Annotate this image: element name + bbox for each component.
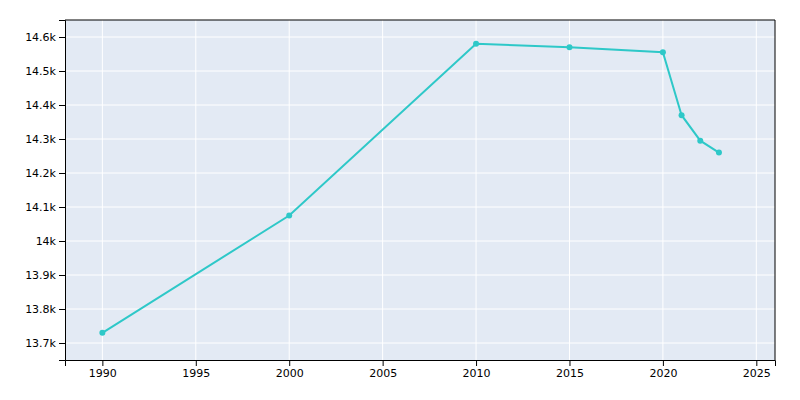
grid-line-y xyxy=(65,241,775,242)
x-tick-mark xyxy=(102,360,103,366)
point xyxy=(716,150,722,156)
x-tick-label: 2025 xyxy=(743,367,771,380)
x-tick: 1990 xyxy=(89,360,117,380)
y-tick-mark xyxy=(59,343,65,344)
x-tick-label: 1990 xyxy=(89,367,117,380)
x-tick: 2005 xyxy=(369,360,397,380)
x-tick-label: 1995 xyxy=(182,367,210,380)
frame-right xyxy=(775,20,776,360)
grid xyxy=(65,20,775,360)
y-tick: 14.5k xyxy=(25,65,65,78)
marks xyxy=(99,41,722,336)
y-tick: 13.9k xyxy=(25,269,65,282)
plot: 1990199520002005201020152020202513.7k13.… xyxy=(25,20,775,380)
point xyxy=(473,41,479,47)
point xyxy=(679,112,685,118)
y-tick: 14.6k xyxy=(25,31,65,44)
x-axis: 1990 1995 2000 2005 2010 2015 2020 2025 xyxy=(66,360,776,380)
frame-top xyxy=(65,20,775,21)
x-tick: 2025 xyxy=(743,360,771,380)
y-tick-label: 14.5k xyxy=(25,65,56,78)
x-tick-label: 2020 xyxy=(649,367,677,380)
y-tick-label: 13.9k xyxy=(25,269,56,282)
grid-line-y xyxy=(65,275,775,276)
y-axis-line xyxy=(59,21,66,361)
y-tick: 14.2k xyxy=(25,167,65,180)
y-axis: 13.7k 13.8k 13.9k 14k 14.1k 14.2k 14.3k 14.4k 14… xyxy=(25,21,65,361)
x-tick-label: 2015 xyxy=(556,367,584,380)
x-tick-mark xyxy=(383,360,384,366)
y-tick-mark xyxy=(59,207,65,208)
x-tick-mark xyxy=(756,360,757,366)
grid-line-y xyxy=(65,37,775,38)
y-tick-mark xyxy=(59,173,65,174)
plot-background xyxy=(65,20,775,360)
y-tick: 13.8k xyxy=(25,303,65,316)
y-tick-label: 14.3k xyxy=(25,133,56,146)
y-tick-label: 14.4k xyxy=(25,99,56,112)
x-tick-label: 2010 xyxy=(463,367,491,380)
grid-line-y xyxy=(65,173,775,174)
x-axis-line xyxy=(66,361,776,367)
y-tick-label: 14k xyxy=(36,235,57,248)
y-tick-label: 14.2k xyxy=(25,167,56,180)
chart: 1990199520002005201020152020202513.7k13.… xyxy=(0,0,800,400)
x-tick: 2020 xyxy=(649,360,677,380)
y-tick-mark xyxy=(59,309,65,310)
x-tick-label: 2000 xyxy=(276,367,304,380)
point xyxy=(99,330,105,336)
y-tick-mark xyxy=(59,241,65,242)
y-tick-mark xyxy=(59,275,65,276)
grid-line-y xyxy=(65,105,775,106)
y-tick: 14k xyxy=(36,235,65,248)
x-tick-mark xyxy=(476,360,477,366)
x-tick-mark xyxy=(196,360,197,366)
point xyxy=(697,138,703,144)
x-tick: 2015 xyxy=(556,360,584,380)
y-tick: 14.4k xyxy=(25,99,65,112)
y-tick-mark xyxy=(59,105,65,106)
y-tick-label: 13.8k xyxy=(25,303,56,316)
point xyxy=(286,213,292,219)
y-tick-mark xyxy=(59,139,65,140)
y-tick: 13.7k xyxy=(25,337,65,350)
x-tick: 1995 xyxy=(182,360,210,380)
point xyxy=(660,49,666,55)
x-tick: 2000 xyxy=(276,360,304,380)
grid-line-y xyxy=(65,207,775,208)
y-tick: 14.3k xyxy=(25,133,65,146)
grid-line-y xyxy=(65,139,775,140)
y-tick-label: 14.1k xyxy=(25,201,56,214)
x-tick-mark xyxy=(289,360,290,366)
y-tick-label: 14.6k xyxy=(25,31,56,44)
y-tick: 14.1k xyxy=(25,201,65,214)
x-tick: 2010 xyxy=(463,360,491,380)
y-tick-mark xyxy=(59,71,65,72)
grid-line-y xyxy=(65,343,775,344)
line xyxy=(102,44,719,333)
x-tick-label: 2005 xyxy=(369,367,397,380)
x-tick-mark xyxy=(569,360,570,366)
x-tick-mark xyxy=(663,360,664,366)
y-tick-label: 13.7k xyxy=(25,337,56,350)
y-tick-mark xyxy=(59,37,65,38)
point xyxy=(566,44,572,50)
grid-line-y xyxy=(65,309,775,310)
